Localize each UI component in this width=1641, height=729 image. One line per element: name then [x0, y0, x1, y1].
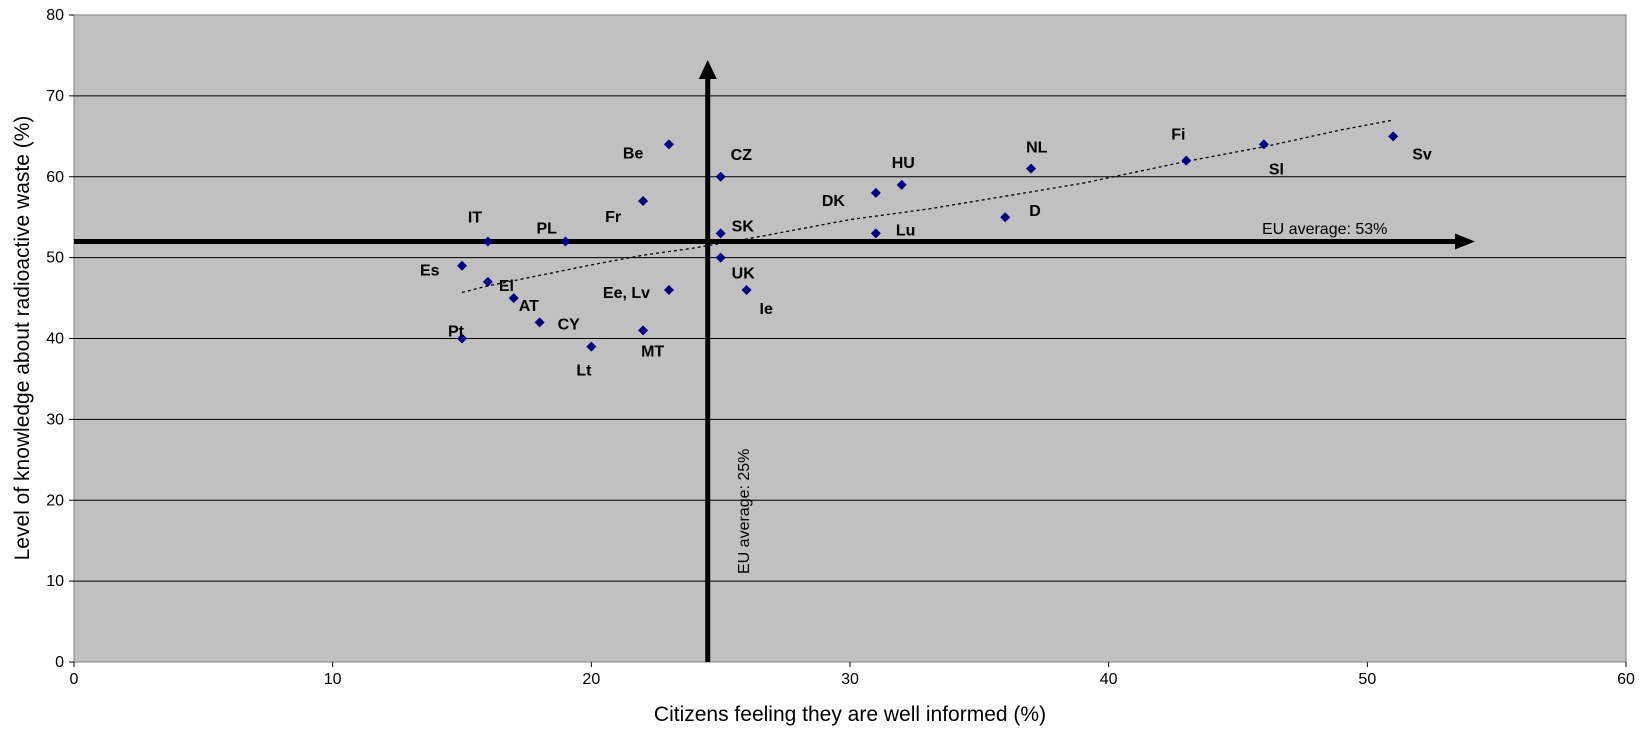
- y-axis-ticks: 0 10 20 30 40 50 60 70 80: [46, 7, 74, 671]
- eu-average-vertical-label: EU average: 25%: [736, 449, 753, 574]
- data-point-marker: [715, 171, 726, 182]
- trendline-group: [461, 119, 1394, 294]
- data-point-label: PL: [536, 220, 557, 237]
- data-point-label: Pt: [448, 324, 465, 341]
- x-tick-label: 40: [1100, 671, 1118, 688]
- data-point-label: Ie: [760, 301, 773, 318]
- data-point-marker: [870, 228, 881, 239]
- data-point-marker: [638, 196, 649, 207]
- data-points: [457, 131, 1399, 352]
- data-point-label: AT: [519, 298, 539, 315]
- x-axis-title: Citizens feeling they are well informed …: [654, 703, 1046, 726]
- data-point-marker: [638, 325, 649, 336]
- y-tick-label: 40: [46, 331, 64, 348]
- data-point-marker: [1026, 163, 1037, 174]
- x-tick-label: 20: [582, 671, 600, 688]
- data-point-marker: [663, 284, 674, 295]
- data-point-label: SK: [732, 218, 755, 235]
- data-point-label: CZ: [731, 147, 753, 164]
- data-point-label: Fi: [1171, 127, 1185, 144]
- y-tick-label: 60: [46, 169, 64, 186]
- data-point-marker: [482, 236, 493, 247]
- data-point-label: Sl: [1269, 161, 1284, 178]
- data-point-label: Es: [420, 263, 440, 280]
- x-tick-label: 30: [841, 671, 859, 688]
- data-point-marker: [508, 293, 519, 304]
- y-tick-label: 50: [46, 250, 64, 267]
- gridlines: [74, 95, 1626, 582]
- data-point-marker: [1000, 212, 1011, 223]
- data-point-label: Sv: [1412, 146, 1432, 163]
- eu-average-horizontal-label: EU average: 53%: [1262, 221, 1387, 238]
- x-tick-label: 60: [1617, 671, 1635, 688]
- data-point-marker: [1388, 131, 1399, 142]
- data-point-marker: [586, 341, 597, 352]
- data-point-label: MT: [641, 343, 664, 360]
- y-tick-label: 70: [46, 88, 64, 105]
- data-point-marker: [870, 187, 881, 198]
- x-tick-label: 10: [324, 671, 342, 688]
- data-point-label: D: [1029, 203, 1041, 220]
- data-point-label: CY: [558, 316, 581, 333]
- data-point-marker: [534, 317, 545, 328]
- data-point-label: Lu: [896, 222, 916, 239]
- data-point-marker: [560, 236, 571, 247]
- data-point-marker: [457, 260, 467, 271]
- data-point-marker: [715, 228, 726, 239]
- y-axis-title: Level of knowledge about radioactive was…: [11, 116, 34, 561]
- reference-lines: [74, 60, 1475, 662]
- data-point-label: Fr: [605, 209, 621, 226]
- data-point-marker: [896, 179, 907, 190]
- arrow-up-icon: [698, 60, 717, 79]
- data-point-label: Be: [623, 145, 644, 162]
- data-point-marker: [1258, 139, 1269, 150]
- data-point-marker: [482, 276, 493, 287]
- x-tick-label: 0: [70, 671, 79, 688]
- y-tick-label: 80: [46, 7, 64, 24]
- point-labels: Be CZ Fr IT PL SK Es El AT CY Pt Lt MT Ee, Lv UK Ie DK HU…: [420, 127, 1432, 380]
- data-point-label: Lt: [576, 363, 592, 380]
- y-tick-label: 0: [55, 654, 64, 671]
- data-point-marker: [663, 139, 674, 150]
- data-point-label: NL: [1026, 140, 1048, 157]
- data-point-label: IT: [468, 209, 482, 226]
- data-point-label: El: [499, 278, 514, 295]
- y-tick-label: 20: [46, 492, 64, 509]
- data-point-label: Ee, Lv: [603, 285, 650, 302]
- trendline: [461, 119, 1394, 294]
- y-tick-label: 30: [46, 411, 64, 428]
- data-point-marker: [741, 284, 752, 295]
- x-tick-label: 50: [1358, 671, 1376, 688]
- data-point-label: HU: [892, 155, 915, 172]
- data-point-label: UK: [732, 266, 756, 283]
- arrow-right-icon: [1455, 233, 1475, 250]
- data-point-marker: [457, 333, 467, 344]
- data-point-marker: [1181, 155, 1192, 166]
- y-tick-label: 10: [46, 573, 64, 590]
- data-point-label: DK: [822, 193, 846, 210]
- x-axis-ticks: 0 10 20 30 40 50 60: [70, 662, 1635, 688]
- data-point-marker: [715, 252, 726, 263]
